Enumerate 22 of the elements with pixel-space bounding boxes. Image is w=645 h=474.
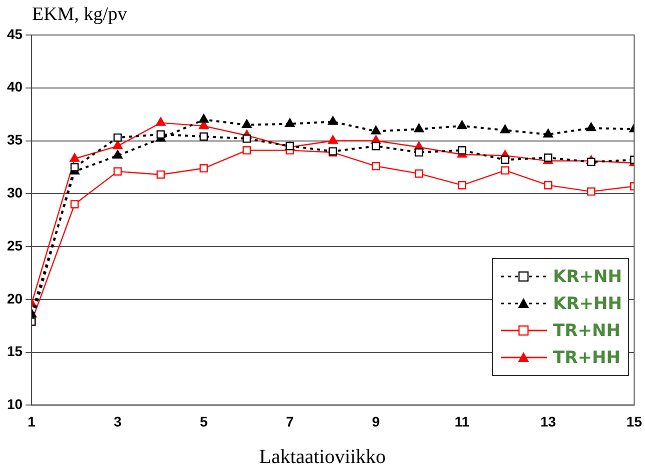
y-tick-label: 40 [6,78,23,95]
x-tick-label: 1 [28,413,36,430]
y-tick-label: 15 [6,343,23,360]
x-tick-label: 15 [626,413,642,430]
x-axis-title: Laktaatioviikko [258,446,387,469]
legend-label: KR+HH [553,294,622,314]
legend-label: TR+NH [553,320,620,340]
y-tick-label: 45 [6,26,23,42]
x-tick-label: 9 [372,413,380,430]
x-tick-label: 7 [286,413,294,430]
legend-label: KR+NH [553,266,622,286]
x-tick-label: 3 [114,413,122,430]
y-axis-title: EKM, kg/pv [32,4,127,26]
x-tick-label: 13 [540,413,556,430]
y-tick-label: 10 [6,396,23,412]
y-tick-label: 35 [6,132,23,148]
legend-label: TR+HH [553,348,620,368]
x-tick-label: 11 [454,413,470,430]
x-tick-label: 5 [200,413,208,430]
y-tick-label: 30 [6,184,23,201]
y-tick-label: 20 [6,290,23,306]
y-tick-label: 25 [6,237,23,254]
